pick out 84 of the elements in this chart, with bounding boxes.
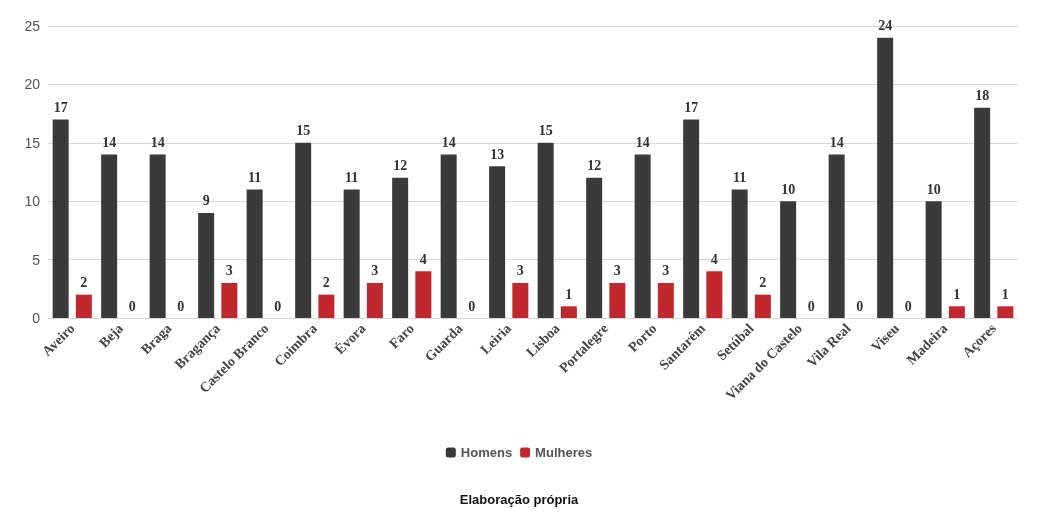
bar <box>925 201 942 318</box>
bar <box>731 189 748 318</box>
data-label: 18 <box>975 88 990 104</box>
y-tick-label: 25 <box>24 18 41 34</box>
bar <box>683 119 700 318</box>
data-label: 0 <box>274 298 282 314</box>
bar <box>609 282 626 318</box>
bar <box>974 107 991 318</box>
data-label: 17 <box>684 99 699 115</box>
data-label: 0 <box>904 298 912 314</box>
data-label: 4 <box>710 251 718 267</box>
bar <box>780 201 797 318</box>
bar <box>997 306 1014 318</box>
bar <box>828 154 845 318</box>
data-label: 3 <box>371 263 379 279</box>
data-label: 13 <box>490 146 505 162</box>
bar <box>101 154 118 318</box>
data-label: 2 <box>759 275 767 291</box>
data-label: 3 <box>516 263 524 279</box>
data-label: 14 <box>829 134 844 150</box>
data-label: 2 <box>322 275 330 291</box>
bar <box>657 282 674 318</box>
data-label: 0 <box>807 298 815 314</box>
data-label: 11 <box>733 170 747 186</box>
data-label: 3 <box>662 263 670 279</box>
bar <box>52 119 69 318</box>
x-tick-label: Beja <box>96 320 127 351</box>
data-label: 15 <box>538 123 553 139</box>
bar <box>198 212 215 318</box>
data-label: 10 <box>781 181 796 197</box>
data-label: 12 <box>393 158 408 174</box>
bar <box>221 282 238 318</box>
data-label: 11 <box>248 170 262 186</box>
data-label: 3 <box>613 263 621 279</box>
data-label: 10 <box>926 181 941 197</box>
data-label: 14 <box>441 134 456 150</box>
data-label: 0 <box>177 298 185 314</box>
data-label: 11 <box>345 170 359 186</box>
data-label: 1 <box>565 286 573 302</box>
bar <box>512 282 529 318</box>
bar <box>706 271 723 318</box>
bar <box>295 142 312 318</box>
bar <box>560 306 577 318</box>
data-label: 14 <box>102 134 117 150</box>
bar <box>948 306 965 318</box>
data-label: 0 <box>128 298 136 314</box>
data-label: 9 <box>202 193 210 209</box>
data-label: 0 <box>468 298 476 314</box>
bar <box>634 154 651 318</box>
bar <box>754 294 771 318</box>
data-label: 3 <box>225 263 233 279</box>
bar <box>149 154 166 318</box>
bar <box>318 294 335 318</box>
y-tick-label: 5 <box>32 251 41 268</box>
data-label: 12 <box>587 158 602 174</box>
data-label: 2 <box>80 275 88 291</box>
y-tick-label: 0 <box>32 310 41 326</box>
bar <box>392 177 409 318</box>
data-label: 4 <box>419 251 427 267</box>
data-label: 17 <box>53 99 68 115</box>
y-tick-label: 20 <box>24 76 41 93</box>
text: Elaboração própria <box>459 492 580 507</box>
bar <box>75 294 92 318</box>
x-tick-label: Faro <box>386 320 418 352</box>
bar <box>246 189 263 318</box>
y-tick-label: 15 <box>24 134 41 151</box>
bar <box>343 189 360 318</box>
y-tick-label: 10 <box>24 193 41 210</box>
data-label: 14 <box>635 134 650 150</box>
data-label: 0 <box>856 298 864 314</box>
bar <box>537 142 554 318</box>
bar <box>586 177 603 318</box>
data-label: 14 <box>150 134 165 150</box>
data-label: 1 <box>1001 286 1009 302</box>
legend-label: Homens <box>460 445 513 460</box>
data-label: 15 <box>296 123 311 139</box>
data-label: 1 <box>953 286 961 302</box>
bar <box>415 271 432 318</box>
data-label: 24 <box>878 18 893 34</box>
bar <box>489 166 506 318</box>
bar <box>366 282 383 318</box>
legend-label: Mulheres <box>535 445 593 460</box>
bar <box>440 154 457 318</box>
bar <box>877 37 894 318</box>
